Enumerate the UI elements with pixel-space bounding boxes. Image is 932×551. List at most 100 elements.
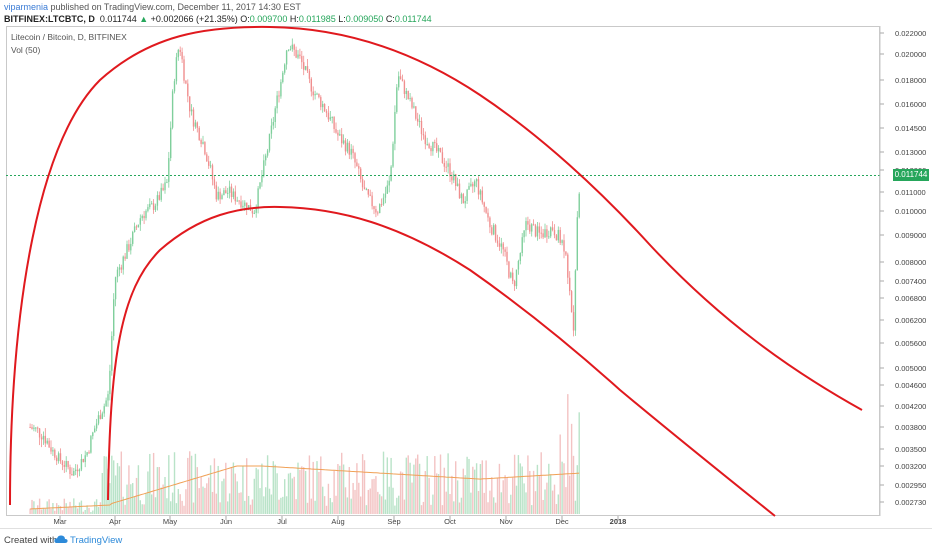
volume-bar bbox=[190, 455, 193, 514]
volume-bar bbox=[479, 464, 482, 514]
candle-body bbox=[259, 182, 261, 189]
volume-bar bbox=[548, 463, 550, 514]
volume-bar bbox=[379, 494, 381, 514]
candle-body bbox=[175, 57, 178, 82]
candle-body bbox=[189, 96, 191, 112]
publish-info: viparmenia published on TradingView.com,… bbox=[4, 2, 301, 12]
volume-bar bbox=[143, 504, 145, 514]
volume-bar bbox=[550, 474, 552, 514]
volume-bar bbox=[263, 496, 265, 514]
candle-body bbox=[272, 122, 275, 126]
candle-body bbox=[54, 449, 56, 458]
volume-bar bbox=[405, 457, 408, 514]
price-tick-label: 0.005600 bbox=[895, 339, 926, 348]
price-chart[interactable]: 0.022000 0.020000 0.018000 0.016000 0.014500… bbox=[0, 0, 932, 528]
volume-bar bbox=[56, 503, 58, 514]
tradingview-brand[interactable]: TradingView bbox=[70, 535, 123, 546]
volume-bar bbox=[297, 462, 299, 514]
volume-bar bbox=[451, 475, 453, 514]
candle-body bbox=[164, 182, 166, 191]
price-tick-label: 0.008000 bbox=[895, 258, 926, 267]
volume-bar bbox=[120, 451, 123, 514]
candle-body bbox=[99, 415, 102, 419]
volume-bar bbox=[270, 494, 273, 514]
volume-bar bbox=[506, 477, 508, 514]
volume-bar bbox=[232, 462, 235, 514]
volume-indicator-label[interactable]: Vol (50) bbox=[11, 45, 41, 55]
candle-body bbox=[82, 458, 85, 463]
volume-bar bbox=[238, 492, 240, 514]
volume-bar bbox=[346, 497, 349, 514]
candle-body bbox=[71, 474, 73, 476]
candle-body bbox=[246, 202, 248, 211]
volume-bar bbox=[242, 466, 244, 514]
candle-body bbox=[532, 224, 535, 226]
candle-body bbox=[111, 336, 113, 371]
candle-body bbox=[453, 174, 455, 181]
volume-bar bbox=[532, 470, 535, 514]
volume-bar bbox=[42, 508, 45, 514]
candle-body bbox=[437, 147, 440, 152]
candle-body bbox=[396, 87, 398, 112]
volume-bar bbox=[76, 508, 79, 514]
volume-bar bbox=[462, 468, 465, 514]
candle-body bbox=[399, 76, 402, 80]
volume-bar bbox=[384, 499, 387, 514]
volume-bar bbox=[276, 473, 278, 514]
volume-bar bbox=[519, 463, 522, 514]
volume-bar bbox=[344, 487, 347, 514]
candle-body bbox=[411, 97, 413, 108]
volume-bar bbox=[553, 484, 556, 514]
candle-body bbox=[154, 205, 157, 210]
candle-body bbox=[301, 56, 303, 63]
volume-bar bbox=[409, 462, 411, 514]
candle-body bbox=[152, 203, 155, 210]
volume-bar bbox=[181, 500, 183, 514]
candle-body bbox=[475, 179, 478, 182]
candle-body bbox=[354, 153, 356, 163]
candle-body bbox=[430, 148, 432, 152]
change-value: +0.002066 (+21.35%) bbox=[150, 14, 238, 24]
candle-body bbox=[529, 224, 531, 232]
author-link[interactable]: viparmenia bbox=[4, 2, 49, 12]
candle-body bbox=[365, 189, 368, 191]
candle-body bbox=[420, 120, 423, 135]
volume-bar bbox=[540, 452, 542, 514]
candle-body bbox=[356, 162, 358, 167]
candle-body bbox=[456, 183, 459, 187]
candle-body bbox=[40, 437, 43, 440]
candle-body bbox=[88, 452, 90, 454]
candle-body bbox=[198, 127, 200, 141]
volume-bar bbox=[130, 484, 132, 514]
volume-bar bbox=[496, 477, 499, 514]
volume-bar bbox=[86, 505, 88, 514]
volume-bar bbox=[175, 503, 178, 514]
price-tick-label: 0.005000 bbox=[895, 364, 926, 373]
price-tick-label: 0.007400 bbox=[895, 277, 926, 286]
volume-bar bbox=[187, 457, 189, 514]
candle-body bbox=[439, 147, 442, 153]
candle-body bbox=[477, 179, 480, 195]
price-tick-label: 0.011000 bbox=[895, 188, 926, 197]
candle-body bbox=[519, 253, 522, 262]
volume-bar bbox=[166, 498, 168, 514]
volume-bar bbox=[430, 504, 432, 514]
candle-body bbox=[147, 207, 149, 211]
price-tick-label: 0.010000 bbox=[895, 207, 926, 216]
volume-bar bbox=[61, 510, 64, 514]
volume-bar bbox=[513, 454, 516, 514]
candle-body bbox=[512, 272, 514, 282]
candle-body bbox=[113, 299, 115, 337]
volume-bar bbox=[437, 474, 440, 514]
time-tick-label: Oct bbox=[444, 517, 457, 526]
candle-body bbox=[149, 203, 151, 208]
candle-body bbox=[472, 183, 474, 187]
candle-body bbox=[116, 269, 119, 278]
volume-bar bbox=[523, 483, 525, 514]
candle-body bbox=[531, 224, 533, 232]
volume-bar bbox=[420, 505, 423, 514]
candle-body bbox=[225, 190, 227, 194]
candle-body bbox=[483, 202, 485, 207]
candle-body bbox=[390, 166, 392, 181]
candle-body bbox=[346, 142, 349, 152]
